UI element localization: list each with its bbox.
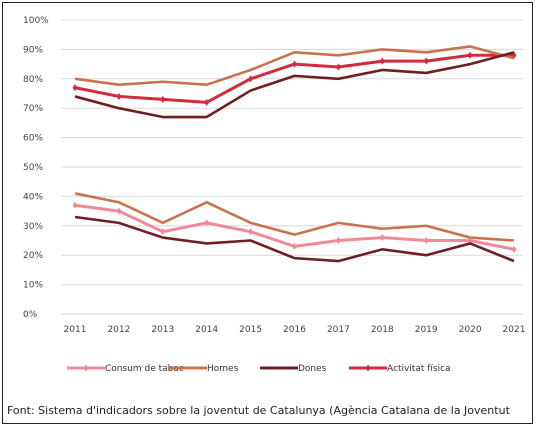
data-point	[423, 237, 429, 244]
legend-label: Dones	[298, 364, 327, 374]
x-tick-label: 2017	[327, 325, 350, 335]
y-tick-label: 30%	[23, 222, 43, 232]
x-tick-label: 2020	[459, 325, 482, 335]
x-tick-label: 2021	[503, 325, 526, 335]
x-tick-label: 2014	[195, 325, 218, 335]
data-point	[116, 92, 122, 100]
legend-item: Consum de tabac	[67, 364, 184, 374]
legend-item: Homes	[169, 364, 239, 374]
series-activitat-f-sica-homes	[74, 45, 515, 86]
series-group	[72, 45, 517, 263]
data-point	[292, 242, 297, 250]
data-point	[160, 228, 166, 236]
data-point	[116, 207, 122, 215]
series-consum-de-tabac-homes	[74, 192, 515, 242]
series-line	[74, 192, 515, 242]
data-point	[423, 57, 429, 65]
x-tick-label: 2016	[283, 325, 306, 335]
y-tick-label: 90%	[23, 45, 43, 55]
legend: Consum de tabac Homes Dones Activitat físic…	[67, 364, 451, 374]
x-tick-label: 2011	[64, 325, 87, 335]
data-point	[379, 234, 385, 242]
series-consum-de-tabac-dones	[74, 215, 515, 263]
legend-label: Homes	[207, 364, 239, 374]
legend-item: Dones	[260, 364, 327, 374]
legend-item: Activitat física	[349, 364, 451, 374]
data-point	[204, 98, 210, 106]
chart-frame: 0% 10% 20% 30% 40% 50% 60% 70% 80% 90% 100% 2011 20…	[2, 2, 533, 424]
data-point	[379, 57, 385, 65]
x-tick-label: 2013	[151, 325, 174, 335]
y-tick-label: 60%	[23, 134, 43, 144]
source-note: Font: Sistema d'indicadors sobre la jove…	[7, 404, 510, 417]
series-line	[74, 215, 515, 263]
legend-label: Activitat física	[387, 364, 451, 374]
legend-marker	[83, 364, 89, 372]
series-consum-de-tabac-consum-de-tabac	[72, 201, 517, 253]
x-tick-label: 2012	[107, 325, 130, 335]
data-point	[292, 60, 297, 68]
series-line	[74, 51, 515, 119]
legend-label: Consum de tabac	[105, 364, 184, 374]
y-tick-label: 80%	[23, 75, 43, 85]
x-axis: 2011 2012 2013 2014 2015 2016 2017 2018 2019 2020…	[64, 325, 526, 335]
y-tick-label: 10%	[23, 281, 43, 291]
series-line	[74, 45, 515, 86]
x-tick-label: 2015	[239, 325, 262, 335]
y-tick-label: 70%	[23, 104, 43, 114]
data-point	[467, 51, 473, 59]
line-chart: 0%10%20%30%40%50%60%70%80%90%100% 2011 20…	[23, 16, 526, 374]
data-point	[335, 237, 341, 244]
y-tick-label: 40%	[23, 192, 43, 202]
y-axis: 0% 10% 20% 30% 40% 50% 60% 70% 80% 90% 100%	[23, 16, 49, 320]
data-point	[72, 84, 78, 92]
y-tick-label: 100%	[23, 16, 49, 26]
legend-marker	[365, 364, 371, 372]
data-point	[160, 95, 166, 103]
y-tick-label: 20%	[23, 251, 43, 261]
data-point	[72, 201, 78, 209]
data-point	[248, 228, 254, 236]
data-point	[511, 245, 517, 253]
y-tick-label: 0%	[23, 310, 38, 320]
x-tick-label: 2019	[415, 325, 438, 335]
series-activitat-f-sica-activitat-f-sica	[72, 51, 517, 106]
y-tick-label: 50%	[23, 163, 43, 173]
x-tick-label: 2018	[371, 325, 394, 335]
data-point	[335, 63, 341, 71]
data-point	[204, 219, 210, 227]
series-activitat-f-sica-dones	[74, 51, 515, 119]
data-point	[248, 75, 254, 83]
